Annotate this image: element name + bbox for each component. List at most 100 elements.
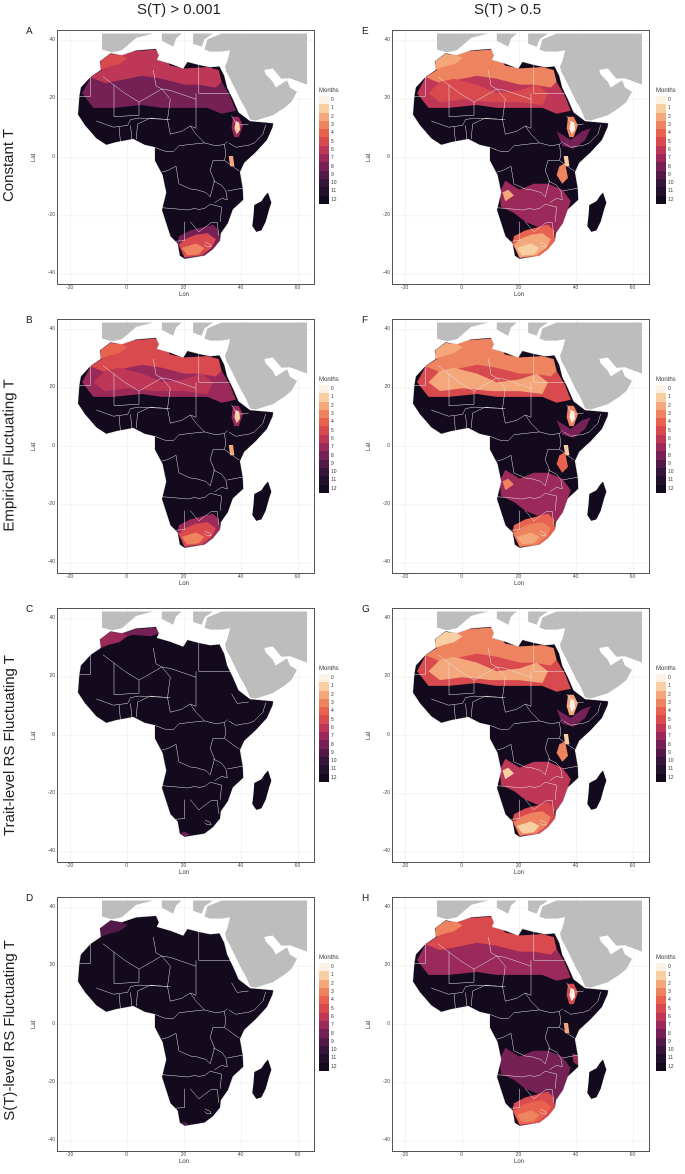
legend-label: 4 xyxy=(668,708,671,715)
legend-label: 8 xyxy=(668,163,671,170)
legend-entry: 0 xyxy=(656,385,676,394)
country-border xyxy=(548,1027,575,1039)
legend-swatch xyxy=(319,195,329,204)
legend-swatch xyxy=(656,1037,666,1046)
region-nwCoast xyxy=(435,631,463,648)
region-ethCore xyxy=(234,121,241,135)
arabia-landmass xyxy=(539,33,642,121)
country-border xyxy=(496,1074,534,1078)
madagascar-landmass xyxy=(587,192,607,232)
y-tick-label: 40 xyxy=(384,325,390,332)
map-svg xyxy=(58,31,314,284)
legend-swatch xyxy=(656,401,666,410)
row-title-4: S(T)-level RS Fluctuating T xyxy=(0,939,18,1121)
x-tick-label: -20 xyxy=(401,574,409,580)
country-border xyxy=(224,144,227,161)
legend-entry: 4 xyxy=(656,996,676,1005)
country-border xyxy=(547,180,563,203)
legend-label: 3 xyxy=(331,411,334,418)
country-border xyxy=(135,984,168,1007)
legend-swatch xyxy=(319,401,329,410)
legend-label: 4 xyxy=(331,708,334,715)
legend-label: 1 xyxy=(668,394,671,401)
legend-label: 6 xyxy=(331,435,334,442)
legend-swatch xyxy=(319,426,329,435)
region-southBelt xyxy=(499,469,571,523)
country-border xyxy=(190,799,218,811)
legend-swatch xyxy=(656,393,666,402)
country-border xyxy=(227,1054,243,1059)
country-border xyxy=(496,88,563,147)
country-border xyxy=(453,126,456,143)
legend-swatch xyxy=(319,1029,329,1038)
legend-entry: 6 xyxy=(656,434,676,444)
legend-label: 2 xyxy=(331,691,334,698)
legend-label: 2 xyxy=(331,113,334,120)
suitability-regions xyxy=(417,338,605,548)
x-axis-label: Lon xyxy=(179,292,190,298)
country-border xyxy=(496,496,534,500)
country-border xyxy=(130,125,133,140)
country-border xyxy=(496,666,563,725)
column-title-right: S(T) > 0.5 xyxy=(474,1,542,18)
legend-swatch xyxy=(656,715,666,724)
legend-label: 1 xyxy=(331,394,334,401)
legend-entry: 1 xyxy=(319,393,339,402)
legend-entry: 9 xyxy=(319,748,339,757)
country-border xyxy=(175,221,185,242)
x-tick-label: -20 xyxy=(66,285,74,291)
country-border xyxy=(113,951,140,984)
legend-label: 10 xyxy=(668,469,674,476)
map-plot xyxy=(392,897,650,1152)
region-ethCore xyxy=(569,988,576,1002)
x-tick-label: 40 xyxy=(237,574,244,580)
legend-label: 9 xyxy=(668,749,671,756)
legend-swatch xyxy=(319,434,329,444)
legend-swatch xyxy=(656,748,666,757)
legend-entry: 7 xyxy=(656,1021,676,1030)
country-border xyxy=(510,510,520,531)
country-border xyxy=(190,510,218,522)
map-svg xyxy=(58,898,314,1151)
legend-title: Months xyxy=(319,88,339,94)
country-border xyxy=(135,117,168,140)
legend-label: 5 xyxy=(331,427,334,434)
suitability-regions xyxy=(417,49,605,259)
legend-label: 3 xyxy=(668,700,671,707)
country-border xyxy=(96,406,171,417)
country-border xyxy=(198,642,231,672)
x-tick-label: 40 xyxy=(572,285,579,291)
legend-swatch xyxy=(656,698,666,708)
legend-swatch xyxy=(656,145,666,155)
legend-label: 11 xyxy=(331,477,337,484)
legend-entry: 10 xyxy=(319,178,339,188)
legend-label: 10 xyxy=(668,758,674,765)
y-axis-label: Lat xyxy=(366,442,372,451)
legend-entry: 5 xyxy=(319,137,339,146)
y-tick-label: -40 xyxy=(382,848,390,855)
legend-swatch xyxy=(319,748,329,757)
country-border xyxy=(470,117,503,140)
country-border xyxy=(465,125,468,140)
legend-swatch xyxy=(656,120,666,130)
legend-swatch xyxy=(319,178,329,188)
map-plot xyxy=(392,608,650,863)
legend-entry: 11 xyxy=(319,765,339,774)
country-border xyxy=(227,476,243,481)
country-border xyxy=(539,1108,547,1115)
country-border xyxy=(231,693,249,704)
legend-entry: 6 xyxy=(656,145,676,155)
legend-entry: 4 xyxy=(319,996,339,1005)
y-axis-label: Lat xyxy=(366,153,372,162)
panel-letter: B xyxy=(26,315,33,326)
country-border xyxy=(539,241,547,248)
country-border xyxy=(217,222,219,236)
legend-entry: 8 xyxy=(319,162,339,171)
x-tick-label: -20 xyxy=(401,285,409,291)
y-tick-label: 40 xyxy=(49,36,55,43)
legend-entry: 7 xyxy=(656,154,676,163)
country-border xyxy=(414,76,426,97)
legend-label: 3 xyxy=(668,989,671,996)
country-border xyxy=(552,800,554,814)
region-sahCore xyxy=(428,656,548,683)
